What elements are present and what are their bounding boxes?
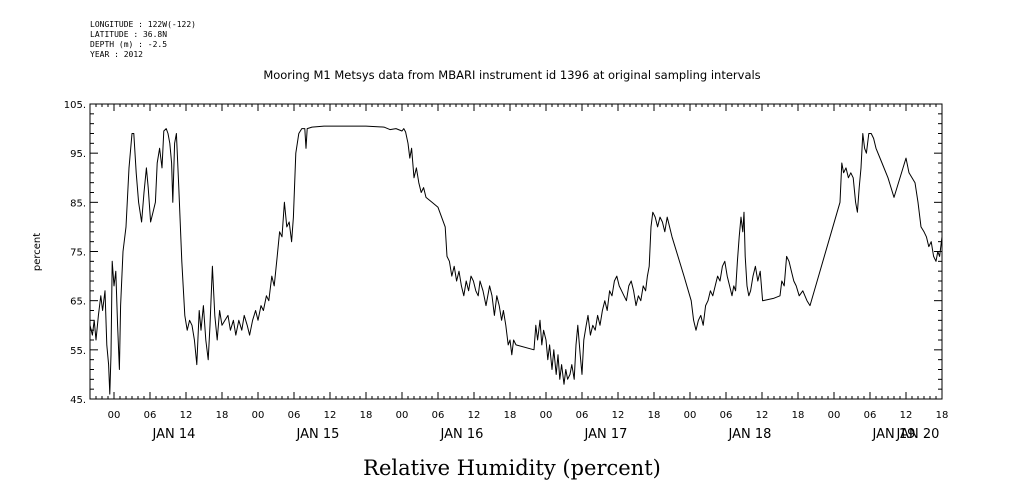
humidity-series-line (89, 123, 943, 395)
x-tick-label: 00 (108, 410, 121, 421)
y-tick-label: 65. (70, 297, 86, 308)
year-line: YEAR : 2012 (90, 50, 143, 59)
longitude-line: LONGITUDE : 122W(-122) (90, 20, 196, 29)
chart-title: Mooring M1 Metsys data from MBARI instru… (263, 68, 760, 82)
x-tick-label: 06 (576, 410, 589, 421)
x-tick-label: 06 (288, 410, 301, 421)
x-tick-label: 18 (648, 410, 661, 421)
x-day-label: JAN 15 (296, 427, 340, 442)
x-tick-label: 06 (432, 410, 445, 421)
x-tick-label: 06 (864, 410, 877, 421)
x-day-label: JAN 18 (728, 427, 772, 442)
x-tick-label: 00 (252, 410, 265, 421)
x-tick-label: 00 (684, 410, 697, 421)
y-tick-label: 45. (70, 395, 86, 406)
x-tick-label: 12 (900, 410, 913, 421)
x-tick-label: 18 (504, 410, 517, 421)
x-tick-label: 18 (360, 410, 373, 421)
x-tick-label: 12 (324, 410, 337, 421)
x-tick-label: 12 (756, 410, 769, 421)
x-tick-label: 18 (216, 410, 229, 421)
metadata-block: LONGITUDE : 122W(-122) LATITUDE : 36.8N … (90, 20, 196, 60)
x-tick-label: 00 (396, 410, 409, 421)
x-tick-label: 06 (144, 410, 157, 421)
y-axis: 45. 55. 65. 75. 85. 95. 105. (64, 100, 942, 406)
y-tick-label: 75. (70, 248, 86, 259)
x-day-label: JAN 14 (152, 427, 196, 442)
x-day-label: JAN 16 (440, 427, 484, 442)
x-day-label: JAN 20 (896, 427, 940, 442)
x-tick-label: 12 (468, 410, 481, 421)
x-tick-label: 00 (540, 410, 553, 421)
x-axis: 00 06 12 18 00 06 12 18 00 06 12 18 00 06 12 18 00 06 12 18… (89, 104, 949, 442)
x-tick-label: 06 (720, 410, 733, 421)
x-day-label: JAN 17 (584, 427, 628, 442)
latitude-line: LATITUDE : 36.8N (90, 30, 168, 39)
x-tick-label: 00 (828, 410, 841, 421)
plot-frame (89, 103, 943, 400)
y-tick-label: 95. (70, 149, 86, 160)
y-tick-label: 105. (64, 100, 86, 111)
x-day-label: JAN 19 (872, 427, 916, 442)
series-group (89, 123, 943, 395)
depth-line: DEPTH (m) : -2.5 (90, 40, 168, 49)
y-tick-label: 55. (70, 346, 86, 357)
x-tick-label: 12 (612, 410, 625, 421)
y-tick-label: 85. (70, 198, 86, 209)
x-tick-label: 18 (792, 410, 805, 421)
x-tick-label: 18 (936, 410, 949, 421)
x-axis-label: Relative Humidity (percent) (363, 456, 661, 480)
y-axis-label: percent (32, 233, 43, 271)
x-tick-label: 12 (180, 410, 193, 421)
